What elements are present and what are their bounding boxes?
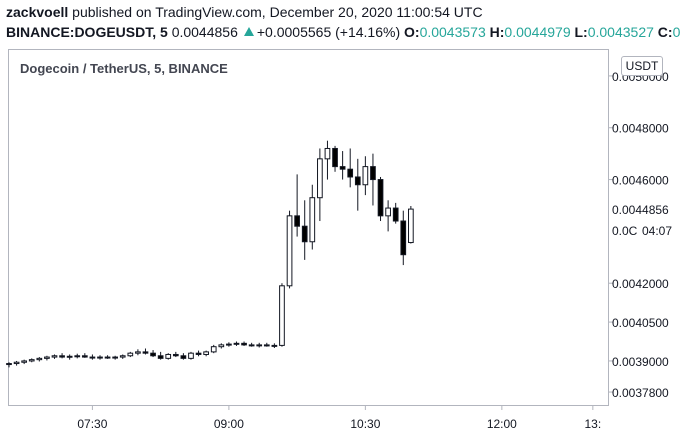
x-tick-label: 13: [584,417,601,431]
candle-body [150,352,156,357]
high-value: 0.0044979 [504,24,571,40]
chart-frame [8,49,609,406]
candle-body [226,343,232,346]
y-tick-label: 0.0046000 [612,174,669,188]
x-tick-label: 10:30 [350,417,380,431]
low-label: L: [574,24,588,40]
candle-body [263,344,270,347]
candle-body [59,355,65,358]
candle-body [301,225,308,243]
candle-body [97,356,103,359]
candle-body [218,344,225,348]
y-tick-label: 0.0048000 [612,122,669,136]
candle-body [157,355,164,359]
low-value: 0.0043527 [587,24,654,40]
candle-body [104,356,111,359]
candle-body [203,351,209,355]
candle-body [28,359,35,362]
candle-body [195,352,202,355]
time-axis: 07:30 09:00 10:30 12:00 13: [77,405,601,431]
candle-body [332,147,338,168]
high-label: H: [489,24,505,40]
candle-body [180,355,187,359]
candle-body [13,361,20,365]
candle-body [339,166,346,170]
candle-body [135,351,141,354]
candle-body [286,215,293,287]
candle-body [172,353,179,357]
candle-body [165,353,172,359]
candle-body [248,344,255,347]
candle-body [127,352,134,357]
chart-title: Dogecoin / TetherUS, 5, BINANCE [20,61,228,76]
currency-button[interactable]: USDT [621,56,663,76]
candle-body [370,166,376,181]
countdown-bg [609,222,689,239]
candle-body [354,176,361,186]
candle-body [347,168,354,178]
last-price: 0.0044856 [171,24,238,40]
candle-body [89,356,96,359]
candle-body [271,344,278,347]
close-value-cut: 0 [672,24,681,40]
price-label-bg [609,201,689,218]
candle-body [392,207,399,222]
candle-body [119,355,126,358]
candle-body [324,147,331,160]
symbol-line: BINANCE:DOGEUSDT, 5 0.0044856 +0.0005565 … [6,24,680,40]
candle-body [142,351,149,354]
candle-body [309,197,316,243]
candle-body [36,357,43,361]
candle-body [377,179,384,217]
candle-body [256,344,263,347]
candle-body [294,215,300,227]
y-tick-label: 0.0039000 [612,355,669,369]
candle-body [241,342,247,346]
candles-layer [6,140,414,368]
candle-body [66,355,73,358]
candle-body [362,166,369,186]
open-value: 0.0043573 [419,24,486,40]
candle-body [21,360,28,363]
price-labels: 0.0044856 0.0C 04:07 [609,201,689,239]
current-price-label: 0.0044856 [612,203,669,217]
publication-info: published on TradingView.com, December 2… [72,4,483,20]
candle-body [233,342,240,345]
up-arrow-icon [243,27,254,36]
candle-body [44,356,50,359]
candle-body [81,355,88,358]
x-tick-label: 12:00 [487,417,517,431]
candle-body [385,207,391,217]
x-tick-label: 09:00 [214,417,244,431]
countdown-timer: 04:07 [642,224,672,238]
candle-body [279,285,285,346]
x-tick-label: 07:30 [77,417,107,431]
author-name[interactable]: zackvoell [6,4,69,20]
countdown-prefix: 0.0C [612,224,638,238]
close-label: C: [657,24,673,40]
symbol-label: BINANCE:DOGEUSDT, 5 [6,24,168,40]
y-tick-label: 0.0037800 [612,386,669,400]
candle-body [74,355,81,358]
open-label: O: [404,24,420,40]
candle-body [400,220,407,256]
candle-body [317,158,323,199]
candle-body [210,346,217,353]
candle-body [188,352,194,359]
candle-body [408,208,414,244]
candle-body [6,363,12,366]
y-tick-label: 0.0042000 [612,277,669,291]
y-tick-label: 0.0040500 [612,316,669,330]
candle-body [112,356,119,359]
candle-body [51,355,58,358]
publication-line: zackvoell published on TradingView.com, … [6,4,483,20]
price-change: +0.0005565 (+14.16%) [256,24,401,40]
